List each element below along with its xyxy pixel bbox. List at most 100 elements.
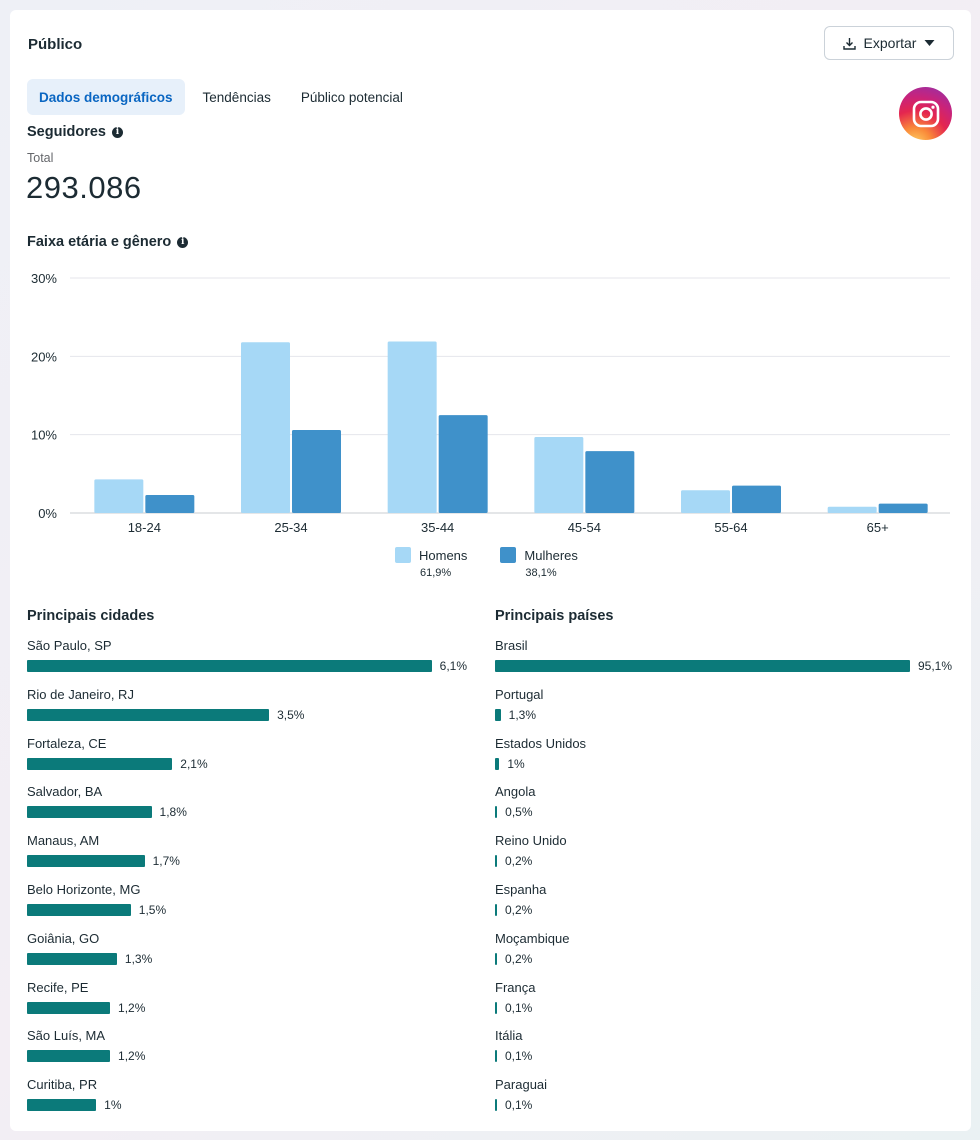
country-value: 1,3%	[508, 707, 537, 722]
bar-mulheres-35-44	[438, 415, 488, 513]
country-bar	[495, 708, 501, 721]
bar-mulheres-25-34	[292, 429, 341, 513]
city-row: São Luís, MA 1,2%	[27, 1026, 467, 1075]
legend-share-men: 61,9%	[420, 567, 452, 579]
country-name: Estados Unidos	[495, 735, 587, 751]
y-tick-label: 10%	[31, 428, 57, 443]
country-row: Espanha 0,2%	[495, 880, 965, 929]
city-name: São Luís, MA	[27, 1028, 106, 1044]
tab-trends[interactable]: Tendências	[202, 89, 271, 105]
city-bar	[27, 806, 152, 819]
country-row: Angola 0,5%	[495, 782, 965, 831]
city-value: 2,1%	[180, 756, 208, 771]
city-name: Fortaleza, CE	[27, 735, 107, 751]
legend-swatch-women	[500, 547, 517, 563]
page-title: Público	[28, 36, 83, 53]
countries-list: Brasil 95,1% Portugal 1,3% Estados Unidos 1% A…	[495, 636, 965, 1124]
country-name: Espanha	[495, 881, 547, 897]
legend-item-men[interactable]: Homens 61,9%	[395, 547, 467, 579]
y-tick-label: 0%	[38, 506, 57, 521]
country-value: 0,2%	[505, 902, 533, 917]
x-tick-label: 35-44	[421, 520, 454, 535]
legend-item-women[interactable]: Mulheres 38,1%	[500, 547, 578, 579]
bar-homens-65+	[827, 506, 877, 513]
city-bar	[27, 660, 432, 672]
country-row: Paraguai 0,1%	[495, 1075, 965, 1124]
city-row: São Paulo, SP 6,1%	[27, 636, 467, 685]
tab-bar: Dados demográficos Tendências Público po…	[27, 79, 415, 115]
city-name: São Paulo, SP	[27, 638, 112, 653]
city-value: 3,5%	[277, 707, 305, 722]
city-value: 1,5%	[138, 902, 167, 917]
country-name: Portugal	[495, 686, 544, 702]
y-tick-label: 30%	[31, 271, 57, 286]
country-bar	[495, 1099, 497, 1112]
x-tick-label: 55-64	[714, 520, 747, 535]
city-bar	[27, 1099, 97, 1112]
city-row: Salvador, BA 1,8%	[27, 782, 467, 831]
city-value: 1,8%	[159, 805, 187, 820]
country-value: 0,1%	[505, 1049, 533, 1064]
city-value: 6,1%	[439, 659, 467, 673]
chart-legend: Homens 61,9% Mulheres 38,1%	[395, 547, 578, 579]
bar-homens-18-24	[94, 479, 144, 513]
age-gender-chart: 0% 10% 20% 30% 18-24 25-34 35-44 45-54 55-64 65+	[31, 271, 950, 535]
city-row: Fortaleza, CE 2,1%	[27, 734, 467, 783]
city-name: Curitiba, PR	[27, 1077, 98, 1093]
country-value: 0,2%	[505, 951, 533, 966]
cities-list: São Paulo, SP 6,1% Rio de Janeiro, RJ 3,5% F…	[27, 636, 467, 1124]
legend-share-women: 38,1%	[525, 567, 557, 579]
city-value: 1,3%	[124, 951, 153, 966]
city-row: Manaus, AM 1,7%	[27, 831, 467, 880]
country-row: Itália 0,1%	[495, 1026, 965, 1075]
caret-down-icon	[924, 39, 935, 47]
countries-heading: Principais países	[495, 608, 614, 624]
city-value: 1,7%	[152, 854, 180, 869]
x-tick-label: 65+	[867, 520, 889, 535]
legend-label-women: Mulheres	[524, 547, 578, 563]
country-bar	[495, 952, 497, 965]
city-bar	[27, 903, 131, 916]
country-name: Itália	[495, 1028, 523, 1044]
bar-homens-55-64	[681, 490, 730, 513]
age-gender-heading: Faixa etária e gênero i	[27, 234, 189, 250]
country-row: Portugal 1,3%	[495, 685, 965, 734]
country-value: 1%	[507, 756, 525, 771]
city-row: Curitiba, PR 1%	[27, 1075, 467, 1124]
city-bar	[27, 1001, 111, 1014]
x-tick-label: 18-24	[128, 520, 161, 535]
country-name: Angola	[495, 784, 536, 800]
city-name: Rio de Janeiro, RJ	[27, 686, 134, 702]
country-row: Estados Unidos 1%	[495, 734, 965, 783]
country-row: Reino Unido 0,2%	[495, 831, 965, 880]
country-row: Brasil 95,1%	[495, 636, 965, 685]
bar-homens-35-44	[387, 341, 437, 513]
tab-demographics[interactable]: Dados demográficos	[27, 79, 185, 115]
country-value: 95,1%	[918, 659, 953, 673]
instagram-icon	[899, 87, 952, 140]
country-value: 0,1%	[505, 1000, 533, 1015]
info-icon[interactable]: i	[111, 126, 123, 138]
country-name: Moçambique	[495, 930, 570, 946]
country-value: 0,1%	[505, 1098, 533, 1113]
bar-mulheres-18-24	[145, 494, 195, 513]
country-name: Paraguai	[495, 1077, 548, 1093]
followers-heading-text: Seguidores	[27, 124, 106, 140]
export-label: Exportar	[863, 35, 917, 51]
city-bar	[27, 708, 270, 721]
city-row: Belo Horizonte, MG 1,5%	[27, 880, 467, 929]
info-icon[interactable]: i	[177, 236, 189, 248]
tab-potential-audience[interactable]: Público potencial	[300, 89, 403, 105]
country-bar	[495, 757, 500, 770]
country-name: Reino Unido	[495, 833, 567, 849]
city-value: 1%	[104, 1098, 122, 1113]
city-name: Salvador, BA	[27, 784, 103, 800]
country-bar	[495, 660, 910, 672]
country-bar	[495, 903, 497, 916]
bar-homens-25-34	[241, 342, 290, 513]
city-value: 1,2%	[118, 1000, 146, 1015]
bar-homens-45-54	[534, 437, 584, 513]
export-button[interactable]: Exportar	[824, 26, 954, 60]
country-bar	[495, 806, 498, 819]
city-bar	[27, 952, 117, 965]
